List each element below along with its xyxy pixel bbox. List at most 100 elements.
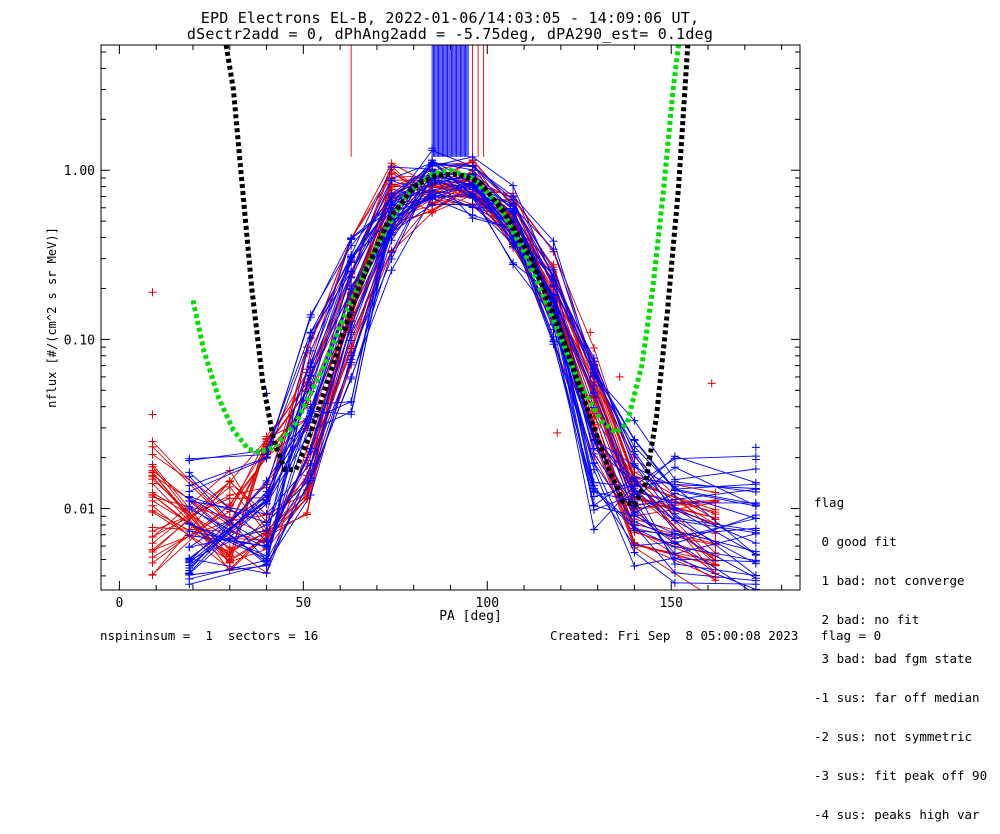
blue-sweep-marker bbox=[549, 290, 558, 299]
flag-legend-item: 0 good fit bbox=[814, 534, 897, 549]
x-axis-label: PA [deg] bbox=[439, 609, 502, 624]
blue-sweep-marker bbox=[306, 476, 315, 485]
blue-sweep-marker bbox=[670, 463, 679, 472]
blue-sweep-marker bbox=[347, 328, 356, 337]
blue-sweep-marker bbox=[387, 255, 396, 264]
red-sweep-marker bbox=[148, 462, 157, 471]
y-axis-label: nflux [#/(cm^2 s sr MeV)] bbox=[45, 227, 59, 408]
blue-sweep-marker bbox=[387, 189, 396, 198]
blue-sweep-marker bbox=[262, 526, 271, 535]
blue-sweep-marker bbox=[262, 509, 271, 518]
red-sweep-marker bbox=[148, 437, 157, 446]
blue-sweep-marker bbox=[185, 526, 194, 535]
blue-sweep-marker bbox=[630, 481, 639, 490]
blue-sweep-marker bbox=[306, 346, 315, 355]
blue-sweep-marker bbox=[630, 463, 639, 472]
red-sweep-marker bbox=[148, 491, 157, 500]
blue-sweep-marker bbox=[262, 476, 271, 485]
blue-sweep-marker bbox=[630, 562, 639, 571]
blue-sweep-marker bbox=[306, 328, 315, 337]
blue-sweep-marker bbox=[468, 214, 477, 223]
outlier-marker bbox=[148, 288, 157, 297]
red-sweep-marker bbox=[148, 571, 157, 580]
blue-sweep-marker bbox=[670, 475, 679, 484]
blue-sweep-marker bbox=[262, 556, 271, 565]
blue-sweep-marker bbox=[670, 452, 679, 461]
blue-sweep-marker bbox=[589, 357, 598, 366]
chart-title-line2: dSectr2add = 0, dPhAng2add = -5.75deg, d… bbox=[186, 25, 714, 43]
x-tick-label: 150 bbox=[659, 596, 682, 611]
blue-sweep-marker bbox=[752, 591, 760, 599]
red-sweep-marker bbox=[148, 545, 157, 554]
outlier-marker bbox=[428, 144, 437, 153]
blue-sweep-marker bbox=[630, 435, 639, 444]
outlier-marker bbox=[589, 525, 598, 534]
blue-sweep-marker bbox=[509, 202, 518, 211]
blue-sweep-marker bbox=[589, 481, 598, 490]
blue-sweep-marker bbox=[347, 358, 356, 367]
blue-sweep-marker bbox=[185, 519, 194, 528]
blue-sweep-marker bbox=[347, 373, 356, 382]
blue-sweep-marker bbox=[185, 487, 194, 496]
red-sweep-marker bbox=[225, 476, 234, 485]
red-sweep-marker bbox=[148, 553, 157, 562]
red-sweep-marker bbox=[148, 533, 157, 542]
red-sweep-marker bbox=[148, 479, 157, 488]
blue-sweep-marker bbox=[751, 465, 760, 474]
x-tick-label: 100 bbox=[476, 596, 499, 611]
blue-sweep-marker bbox=[262, 487, 271, 496]
blue-sweep-marker bbox=[468, 162, 477, 171]
blue-sweep-marker bbox=[670, 537, 679, 546]
flag-legend-item: -3 sus: fit peak off 90 bbox=[814, 768, 988, 783]
footer-sector-info: nspininsum = 1 sectors = 16 bbox=[100, 628, 319, 643]
blue-sweep-marker bbox=[185, 554, 194, 563]
blue-sweep-marker bbox=[428, 162, 437, 171]
blue-sweep-marker bbox=[347, 268, 356, 277]
blue-sweep-marker bbox=[185, 575, 194, 584]
blue-sweep-marker bbox=[509, 181, 518, 190]
green-fit-curve bbox=[190, 45, 682, 455]
blue-sweep-marker bbox=[549, 237, 558, 246]
outlier-marker bbox=[586, 328, 595, 337]
blue-sweep-marker bbox=[589, 435, 598, 444]
red-sweep-marker bbox=[711, 497, 720, 506]
blue-sweep-marker bbox=[387, 228, 396, 237]
blue-sweep-marker bbox=[630, 416, 639, 425]
blue-sweep-marker bbox=[468, 190, 477, 199]
axes-layer: 0 50 100 150 0.01 0.10 1.00 PA [deg] nflux [#/(c… bbox=[45, 45, 800, 624]
blue-sweep-marker bbox=[347, 407, 356, 416]
blue-sweep-marker bbox=[670, 509, 679, 518]
y-tick-label: 1.00 bbox=[64, 164, 95, 179]
x-tick-label: 0 bbox=[115, 596, 123, 611]
blue-sweep-marker bbox=[306, 406, 315, 415]
flag-legend-item: -2 sus: not symmetric bbox=[814, 729, 973, 744]
blue-sweep-marker bbox=[670, 485, 679, 494]
outlier-marker bbox=[707, 379, 716, 388]
outlier-marker bbox=[387, 170, 396, 179]
blue-sweep-marker bbox=[751, 487, 760, 496]
blue-sweep-marker bbox=[185, 543, 194, 552]
blue-sweep-marker bbox=[347, 254, 356, 263]
blue-sweep-marker bbox=[468, 152, 477, 161]
blue-sweep-marker bbox=[589, 365, 598, 374]
blue-sweep-marker bbox=[751, 529, 760, 538]
blue-sweep-marker bbox=[589, 506, 598, 515]
blue-sweep-marker bbox=[306, 490, 315, 499]
red-sweep-marker bbox=[225, 494, 234, 503]
y-tick-label: 0.01 bbox=[64, 503, 95, 518]
blue-sweep-marker bbox=[670, 578, 679, 587]
outlier-marker bbox=[615, 372, 624, 381]
blue-sweep-marker bbox=[630, 524, 639, 533]
blue-sweep-line bbox=[189, 197, 756, 548]
blue-sweep-line bbox=[189, 175, 756, 546]
red-sweep-marker bbox=[148, 471, 157, 480]
blue-sweep-marker bbox=[509, 191, 518, 200]
blue-sweep-marker bbox=[387, 236, 396, 245]
outlier-marker bbox=[553, 428, 562, 437]
blue-sweep-marker bbox=[751, 556, 760, 565]
red-sweep-marker bbox=[225, 558, 234, 567]
outlier-marker bbox=[751, 455, 760, 464]
blue-sweep-marker bbox=[306, 447, 315, 456]
flag-legend-item: 2 bad: no fit bbox=[814, 612, 920, 627]
black-fit-curve bbox=[223, 45, 691, 509]
